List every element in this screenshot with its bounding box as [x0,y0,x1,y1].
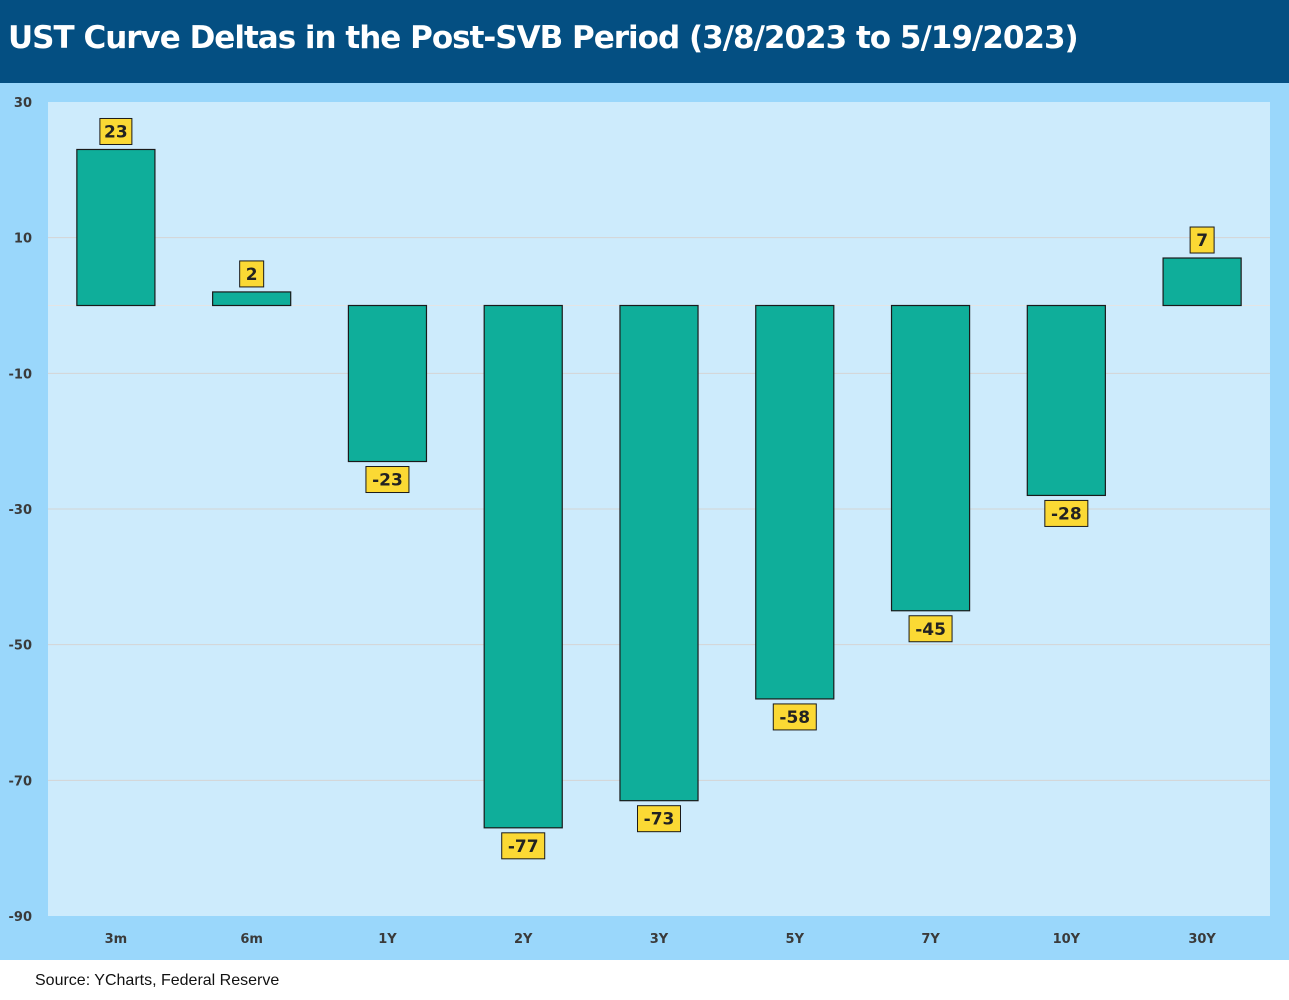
chart-title: UST Curve Deltas in the Post-SVB Period … [8,20,1079,56]
y-tick-label: -30 [9,503,33,518]
y-tick-label: -50 [9,639,33,654]
source-note: Source: YCharts, Federal Reserve [35,972,280,989]
bar-3Y [619,304,699,802]
x-tick-label: 6m [240,932,263,947]
y-tick-label: 30 [14,96,32,111]
x-tick-label: 2Y [514,932,533,947]
x-tick-label: 1Y [378,932,397,947]
x-tick-label: 5Y [786,932,805,947]
data-label: -73 [644,810,675,830]
title-bar: UST Curve Deltas in the Post-SVB Period … [0,0,1289,83]
bar-chart: 30 10 -10 -30 -50 -70 -90 23 3m 2 6m -23 1Y -77 2Y -73 3… [9,96,1270,947]
data-label: 2 [246,265,258,285]
y-tick-label: 10 [14,232,32,247]
data-label: -45 [915,620,946,640]
data-label-box [99,117,133,145]
x-tick-label: 3m [105,932,128,947]
x-tick-label: 7Y [921,932,940,947]
bar-7Y [890,304,971,612]
data-label: -28 [1051,504,1082,524]
y-tick-label: -70 [9,774,33,789]
data-label-box [239,260,265,288]
data-label-box [772,703,817,731]
x-tick-label: 10Y [1053,932,1081,947]
x-tick-label: 3Y [650,932,669,947]
bar-3m [76,148,156,307]
y-tick-label: -10 [9,367,33,382]
bar-1Y [347,304,428,463]
data-label: -23 [372,471,403,491]
data-label: 7 [1196,231,1208,251]
data-label: -77 [508,837,539,857]
data-label-box [637,805,681,833]
x-tick-label: 30Y [1188,932,1216,947]
y-tick-label: -90 [9,910,33,925]
data-label-box [365,466,410,494]
data-label: 23 [104,122,128,142]
data-label: -58 [779,708,810,728]
bar-2Y [483,304,563,829]
chart-area: 30 10 -10 -30 -50 -70 -90 23 3m 2 6m -23 1Y -77 2Y -73 3… [0,83,1289,960]
bar-6m [212,291,292,307]
bar-5Y [755,304,835,700]
data-label-box [501,832,546,860]
data-label-box [1189,226,1215,254]
data-label-box [1044,499,1089,527]
data-label-box [908,615,953,643]
source-bar: Source: YCharts, Federal Reserve [0,960,1289,1000]
bar-10Y [1026,304,1106,497]
bar-30Y [1162,257,1242,307]
